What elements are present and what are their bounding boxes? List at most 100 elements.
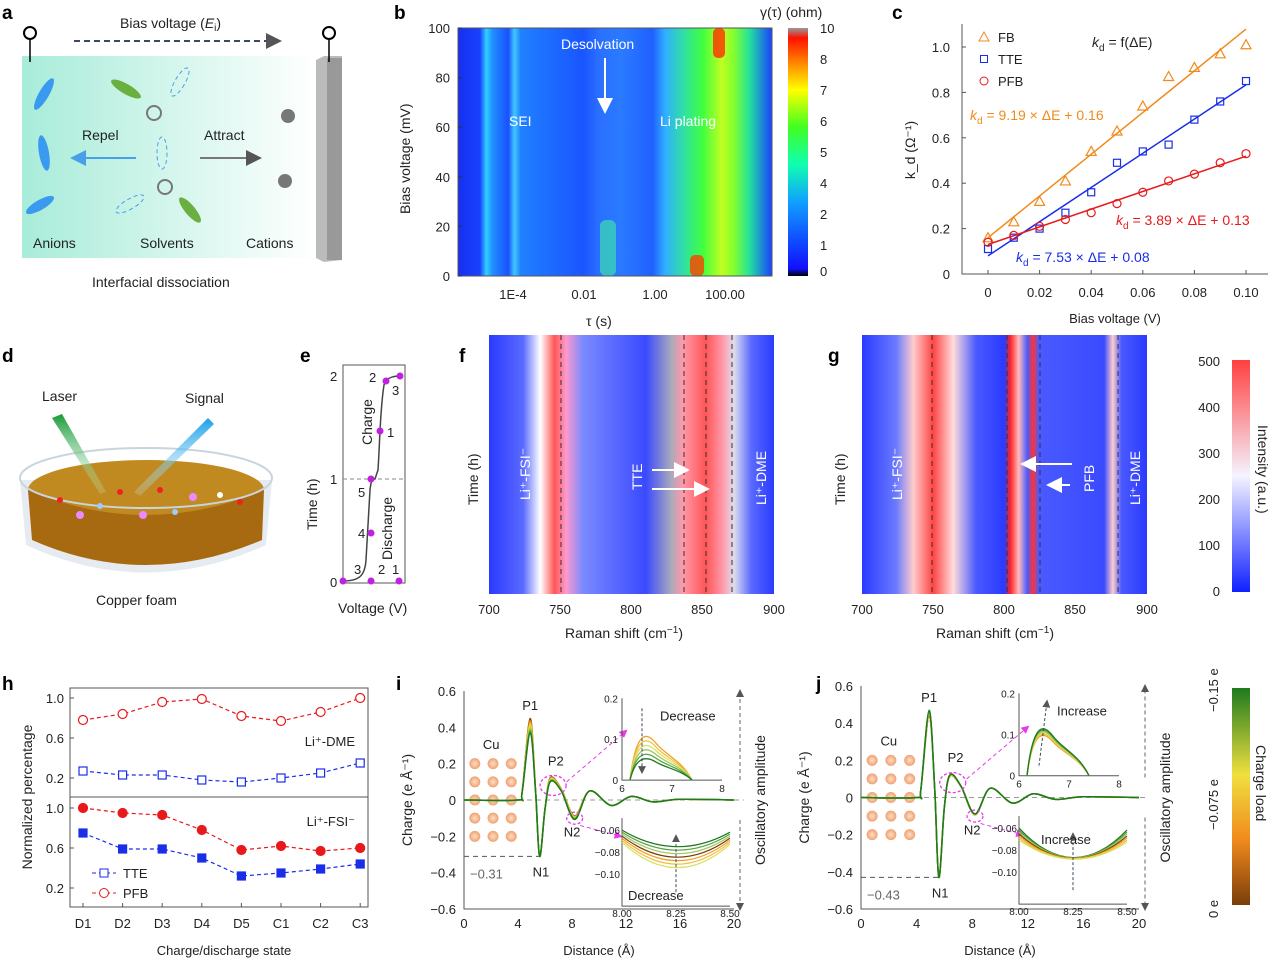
colorbar-title: Intensity (a.u.)	[1255, 425, 1271, 514]
tick-label: −0.4	[430, 866, 456, 881]
colorbar-ticks: 500 400 300 200 100 0	[1198, 354, 1220, 599]
cu-atom-icon	[487, 812, 499, 824]
data-point	[1239, 38, 1253, 50]
data-point	[1061, 208, 1070, 217]
fit-line-pfb	[987, 155, 1247, 246]
heatmap	[489, 335, 774, 594]
tick-label: 7	[669, 784, 675, 795]
cu-atom-icon	[904, 773, 916, 785]
panel-label: j	[815, 674, 821, 695]
panel-h: h 0.2 0.6 1.0 Li⁺-DME 0.2 0.6 1.0 Li⁺-FSI⁻ D1 D2 D…	[2, 674, 369, 958]
colorbar-title: γ(τ) (ohm)	[760, 4, 822, 20]
tick-label: −0.08	[992, 846, 1018, 857]
tick-label: 0.8	[932, 85, 950, 100]
tick-label: 100	[1198, 538, 1220, 553]
legend-label: PFB	[998, 74, 1023, 89]
highlight-circle	[966, 809, 984, 823]
cu-atom-icon	[505, 758, 517, 770]
copper-foam-side	[28, 490, 264, 565]
tick-label: 1.00	[642, 287, 667, 302]
data-point	[981, 231, 995, 243]
data-point	[1059, 174, 1072, 186]
frame	[457, 27, 773, 277]
laser-beam	[52, 414, 106, 494]
highlight-circle	[939, 771, 967, 794]
x-ticks: 700 750 800 850 900	[478, 602, 785, 617]
laser-label: Laser	[42, 388, 77, 404]
cu-atom-icon	[885, 810, 897, 822]
inset-axes	[621, 818, 730, 907]
sub: d	[977, 116, 983, 127]
subplot-label: Li⁺-DME	[305, 734, 356, 749]
tick-label: 700	[478, 602, 500, 617]
tick-label: 1E-4	[499, 287, 526, 302]
inset-curve	[1026, 728, 1090, 777]
category-label: C3	[352, 916, 369, 931]
min-value: −0.31	[470, 866, 503, 881]
x-ticks: 1E-4 0.01 1.00 100.00	[499, 287, 745, 302]
tick-label: 0.4	[835, 716, 853, 731]
anion-icons	[25, 78, 55, 215]
tick-label: 5	[820, 145, 827, 160]
tick-label: 400	[1198, 400, 1220, 415]
data-point	[315, 845, 326, 857]
panel-g: g 700 750 800 850 900 Time (h) Li⁺-FSI⁻ PFB …	[828, 335, 1271, 641]
sei-label: SEI	[509, 113, 532, 129]
y-axis-label: Time (h)	[465, 453, 481, 505]
kd-formula: kd = f(ΔE)	[1092, 34, 1152, 54]
category-label: C1	[273, 916, 290, 931]
data-point	[1188, 61, 1201, 73]
x-ticks: 700 750 800 850 900	[851, 602, 1158, 617]
tick-label: 20	[436, 219, 450, 234]
tick-label: 1.0	[46, 691, 64, 706]
tick-label: −0.15 e	[1206, 668, 1221, 712]
tick-label: 0.1	[1001, 731, 1015, 742]
data-point	[117, 708, 128, 720]
inset-annotation: Decrease	[628, 888, 684, 903]
tick-label: 0.2	[1001, 689, 1015, 700]
zoom-arrow	[980, 823, 1025, 837]
tick-label: 2	[330, 369, 337, 384]
category-label: D2	[114, 916, 131, 931]
data-point	[1164, 140, 1173, 149]
series-line	[82, 697, 361, 722]
panel-c: c 0 0.2 0.4 0.6 0.8 1.0 0 0.02 0.04 0.06 0.08 0.10 B…	[892, 3, 1268, 326]
tick-label: 7	[820, 83, 827, 98]
x-axis-label: Raman shift (cm−1)	[936, 625, 1054, 641]
highlight-circle	[539, 774, 567, 797]
li-dme-label: Li⁺-DME	[753, 451, 769, 505]
cu-atom-icon	[487, 776, 499, 788]
legend-label: TTE	[123, 866, 148, 881]
cu-atom-icon	[487, 830, 499, 842]
panel-label: c	[892, 3, 903, 24]
signal-label: Signal	[185, 390, 224, 406]
tick-label: 0	[857, 916, 864, 931]
tick-label: 8.00	[1009, 907, 1029, 918]
electrolyte-region	[22, 56, 316, 258]
tick-label: 0.6	[932, 131, 950, 146]
data-point	[1086, 208, 1096, 218]
inset-curve	[629, 749, 693, 781]
n2-label: N2	[964, 823, 981, 838]
data-point	[1163, 176, 1174, 186]
data-point	[1034, 221, 1045, 231]
x-axis-label: Distance (Å)	[563, 943, 635, 958]
tick-label: 6	[1016, 780, 1022, 791]
data-point	[77, 714, 89, 726]
tick-label: −0.2	[430, 829, 456, 844]
tick-label: −0.6	[827, 902, 853, 917]
tick-label: 850	[1064, 602, 1086, 617]
tick-label: −0.075 e	[1206, 779, 1221, 830]
x-axis-label: Voltage (V)	[338, 600, 407, 616]
tick-label: 12	[619, 916, 633, 931]
tick-label: 100.00	[705, 287, 745, 302]
li-dme-label: Li⁺-DME	[1127, 451, 1143, 505]
cu-atom-icon	[505, 830, 517, 842]
cu-atom-icon	[904, 829, 916, 841]
cu-atom-icon	[505, 812, 517, 824]
tick-label: 800	[993, 602, 1015, 617]
cu-atom-icon	[885, 829, 897, 841]
tick-label: 0 e	[1206, 900, 1221, 918]
tick-label: 16	[673, 916, 687, 931]
